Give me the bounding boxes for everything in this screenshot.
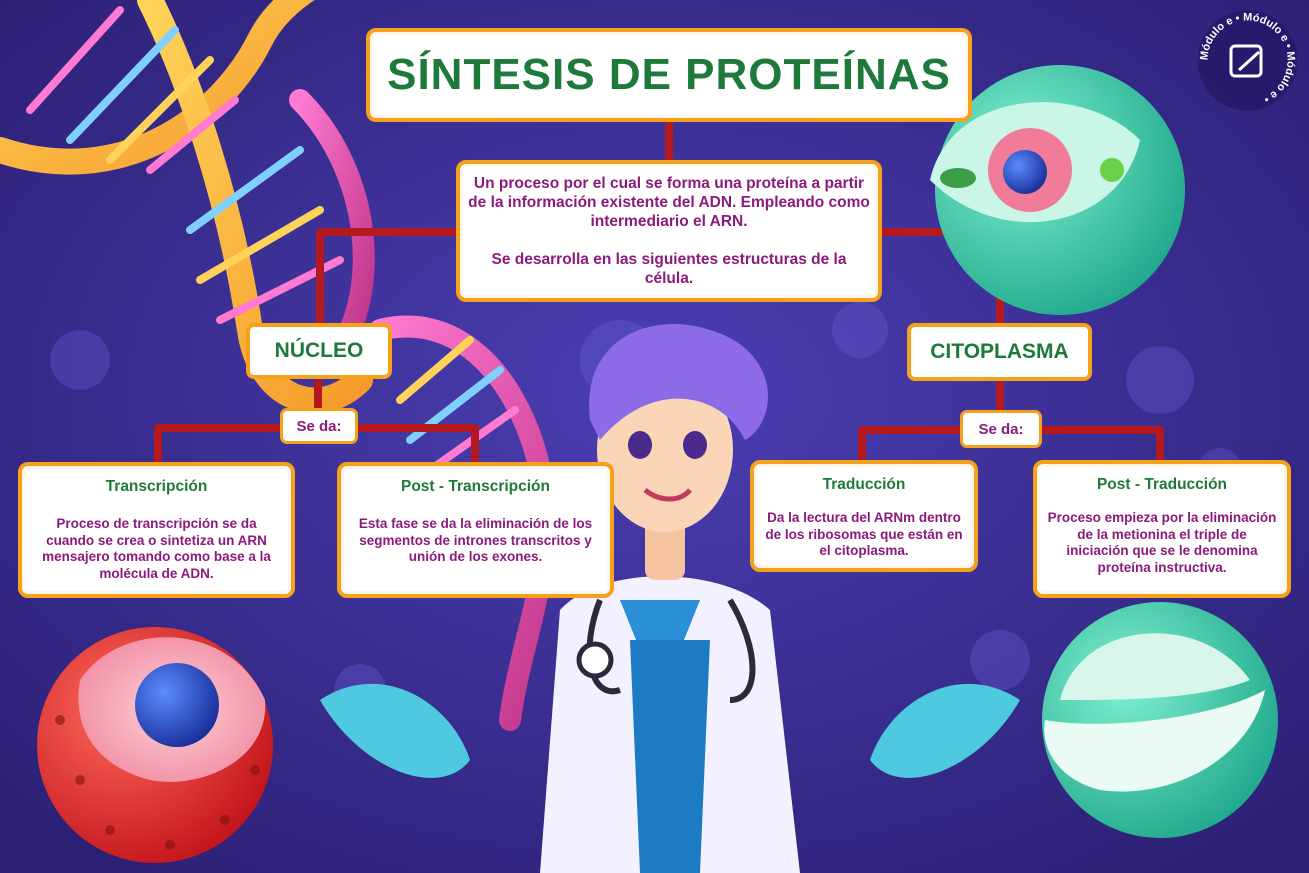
nucleo-connector: Se da:	[280, 408, 358, 444]
citoplasma-connector: Se da:	[960, 410, 1042, 448]
card-title: Transcripción	[105, 478, 208, 495]
modulo-e-logo: Módulo e • Módulo e • Módulo e •	[1197, 10, 1298, 111]
card-post-transcripcion: Post - Transcripción Esta fase se da la …	[337, 462, 614, 598]
intro-box: Un proceso por el cual se forma una prot…	[456, 160, 882, 302]
citoplasma-header: CITOPLASMA	[907, 323, 1092, 381]
card-text: Proceso de transcripción se da cuando se…	[42, 516, 271, 581]
page-title: SÍNTESIS DE PROTEÍNAS	[387, 50, 951, 99]
nucleo-header: NÚCLEO	[246, 323, 392, 379]
nucleo-connector-label: Se da:	[296, 417, 342, 435]
notebook-icon	[1229, 44, 1263, 78]
citoplasma-label: CITOPLASMA	[930, 340, 1069, 363]
card-text: Proceso empieza por la eliminación de la…	[1047, 510, 1277, 575]
citoplasma-connector-label: Se da:	[978, 420, 1024, 438]
card-transcripcion: Transcripción Proceso de transcripción s…	[18, 462, 295, 598]
title-box: SÍNTESIS DE PROTEÍNAS	[366, 28, 972, 122]
card-text: Esta fase se da la eliminación de los se…	[358, 516, 593, 564]
card-title: Post - Traducción	[1096, 476, 1228, 493]
intro-text-2: Se desarrolla en las siguientes estructu…	[491, 251, 847, 287]
card-traduccion: Traducción Da la lectura del ARNm dentro…	[750, 460, 978, 572]
card-title: Post - Transcripción	[400, 478, 550, 495]
card-post-traduccion: Post - Traducción Proceso empieza por la…	[1033, 460, 1291, 598]
card-title: Traducción	[822, 476, 906, 493]
card-text: Da la lectura del ARNm dentro de los rib…	[765, 510, 963, 558]
intro-text: Un proceso por el cual se forma una prot…	[468, 175, 870, 230]
nucleo-label: NÚCLEO	[274, 339, 364, 362]
